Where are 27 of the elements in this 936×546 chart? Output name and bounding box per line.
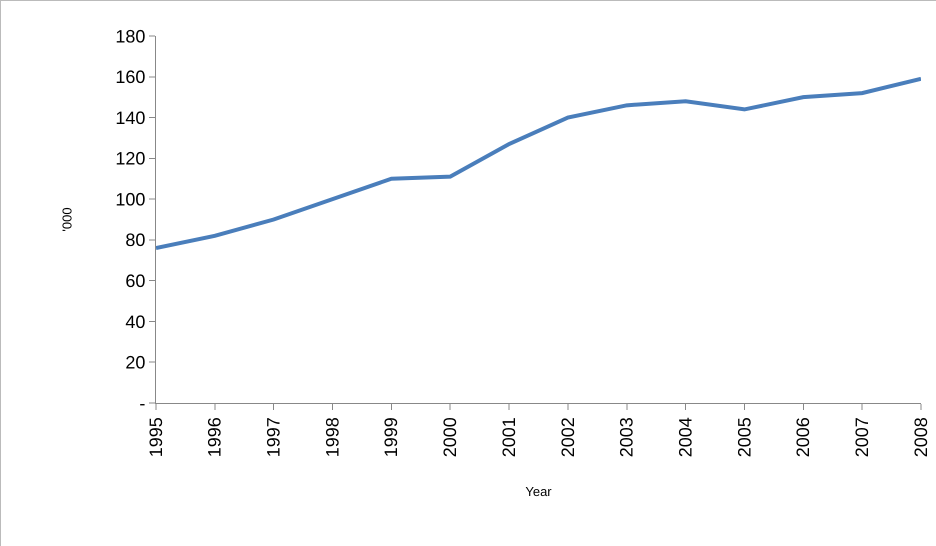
- x-tick-label: 2002: [558, 417, 578, 458]
- y-axis-title: '000: [59, 207, 74, 232]
- x-tick-label: 1996: [204, 417, 225, 458]
- x-tick-label: 2008: [910, 417, 931, 458]
- x-axis-title: Year: [525, 484, 552, 499]
- x-tick-label: 1995: [146, 417, 166, 458]
- x-tick-label: 1999: [381, 417, 402, 458]
- y-tick-label: 60: [125, 270, 146, 291]
- y-tick-label: 100: [115, 189, 146, 210]
- y-tick-label: -: [139, 393, 146, 414]
- x-tick-label: 2003: [616, 417, 637, 458]
- y-tick-label: 20: [125, 352, 146, 373]
- x-tick-label: 2001: [498, 417, 519, 458]
- line-series: [156, 76, 921, 250]
- y-tick-label: 40: [125, 312, 146, 332]
- y-tick-label: 140: [115, 108, 146, 128]
- y-tick-label: 180: [115, 26, 146, 46]
- x-tick-label: 2005: [734, 417, 754, 458]
- x-tick-label: 2007: [852, 417, 872, 458]
- x-tick-label: 2000: [440, 417, 460, 458]
- x-tick-label: 1997: [264, 417, 284, 458]
- x-tick-label: 2006: [793, 417, 814, 458]
- y-tick-label: 160: [115, 67, 146, 88]
- x-tick-label: 2004: [675, 417, 696, 458]
- y-tick-label: 80: [125, 230, 146, 250]
- y-tick-label: 120: [115, 148, 146, 169]
- x-tick-label: 1998: [322, 417, 342, 458]
